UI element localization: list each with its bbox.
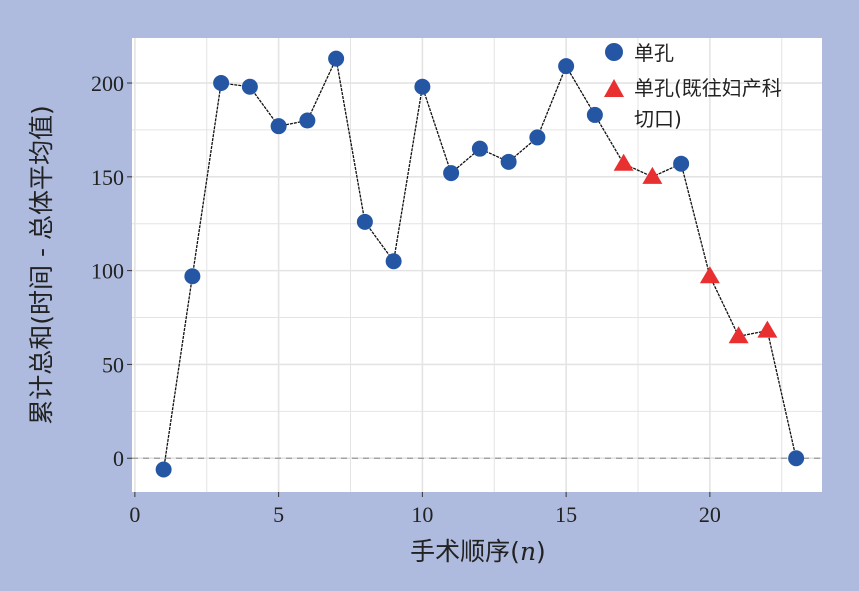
x-tick-label: 20: [699, 502, 721, 527]
data-point-circle: [529, 129, 546, 146]
legend-marker-circle: [605, 43, 623, 61]
legend: 单孔 单孔(既往妇产科 切口): [604, 41, 782, 131]
data-point-circle: [299, 112, 316, 129]
x-axis-label: 手术顺序(n): [410, 537, 546, 566]
data-point-triangle: [613, 153, 634, 171]
x-tick-label: 0: [129, 502, 140, 527]
data-point-circle: [788, 450, 805, 467]
data-point-circle: [213, 75, 230, 92]
x-tick-label: 15: [555, 502, 577, 527]
data-point-circle: [270, 118, 287, 135]
y-tick-label: 0: [113, 446, 124, 471]
data-point-triangle: [642, 166, 663, 184]
y-tick-label: 200: [91, 71, 124, 96]
data-point-triangle: [699, 266, 720, 284]
data-point-circle: [356, 213, 373, 230]
y-tick-label: 100: [91, 259, 124, 284]
data-point-circle: [673, 155, 690, 172]
data-point-circle: [328, 50, 345, 67]
legend-label-1: 单孔: [634, 41, 674, 65]
data-point-circle: [155, 461, 172, 478]
data-point-circle: [471, 140, 488, 157]
data-point-circle: [443, 165, 460, 182]
plot-area: [132, 38, 822, 492]
data-point-circle: [385, 253, 402, 270]
data-point-circle: [500, 153, 517, 170]
y-axis-label: 累计总和(时间 - 总体平均值): [27, 105, 56, 424]
x-tick-label: 5: [273, 502, 284, 527]
legend-label-2b: 切口): [634, 107, 682, 131]
legend-marker-triangle: [604, 79, 624, 97]
x-tick-label: 10: [411, 502, 433, 527]
data-point-circle: [586, 106, 603, 123]
y-tick-label: 150: [91, 165, 124, 190]
data-point-circle: [241, 78, 258, 95]
legend-label-2a: 单孔(既往妇产科: [634, 76, 782, 100]
data-point-triangle: [728, 326, 749, 344]
y-tick-label: 50: [102, 352, 124, 377]
data-point-circle: [184, 268, 201, 285]
data-point-triangle: [757, 320, 778, 338]
data-point-circle: [414, 78, 431, 95]
data-point-circle: [558, 58, 575, 75]
